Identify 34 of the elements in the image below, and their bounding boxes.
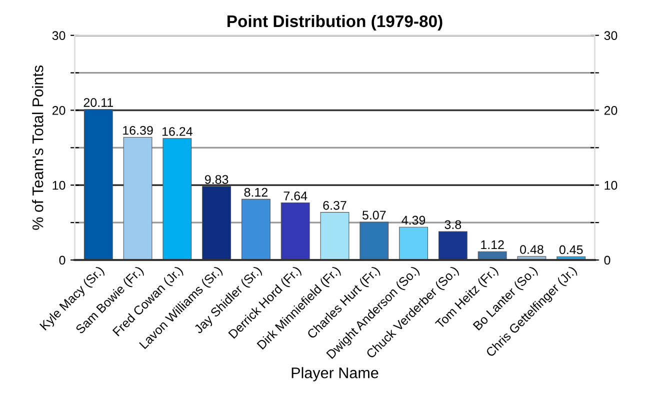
bar (360, 222, 389, 260)
y-tick-label: 20 (52, 106, 66, 115)
data-label: 5.07 (362, 210, 386, 220)
bar (320, 212, 350, 260)
bar (202, 186, 232, 260)
data-label: 0.48 (520, 245, 544, 254)
bar (280, 202, 310, 260)
bar (399, 226, 428, 260)
data-label: 6.37 (323, 200, 346, 210)
y2-tick-label: 20 (604, 106, 618, 115)
y-tick-label: 30 (52, 31, 66, 40)
y-tick-label: 10 (52, 180, 66, 190)
x-axis-title: Player Name (292, 367, 378, 382)
data-label: 16.39 (123, 126, 153, 135)
bar (242, 198, 270, 260)
bar (162, 138, 192, 260)
y-tick-label: 0 (59, 256, 66, 265)
y2-tick-label: 10 (604, 180, 618, 190)
bar (123, 136, 152, 260)
data-label: 3.8 (444, 220, 462, 230)
data-label: 0.45 (559, 245, 583, 254)
data-label: 16.24 (162, 127, 192, 136)
data-label: 8.12 (244, 188, 268, 197)
y2-tick-label: 30 (604, 31, 618, 40)
data-label: 7.64 (284, 191, 308, 200)
data-label: 9.83 (204, 175, 228, 184)
bar (438, 231, 468, 260)
chart-title: Point Distribution (1979-80) (228, 14, 442, 30)
y-axis-title: % of Team's Total Points (32, 66, 44, 230)
data-label: 1.12 (481, 240, 504, 250)
y2-tick-label: 0 (604, 256, 610, 265)
data-label: 20.11 (84, 98, 113, 107)
data-label: 4.39 (402, 216, 426, 225)
bar (84, 109, 113, 260)
